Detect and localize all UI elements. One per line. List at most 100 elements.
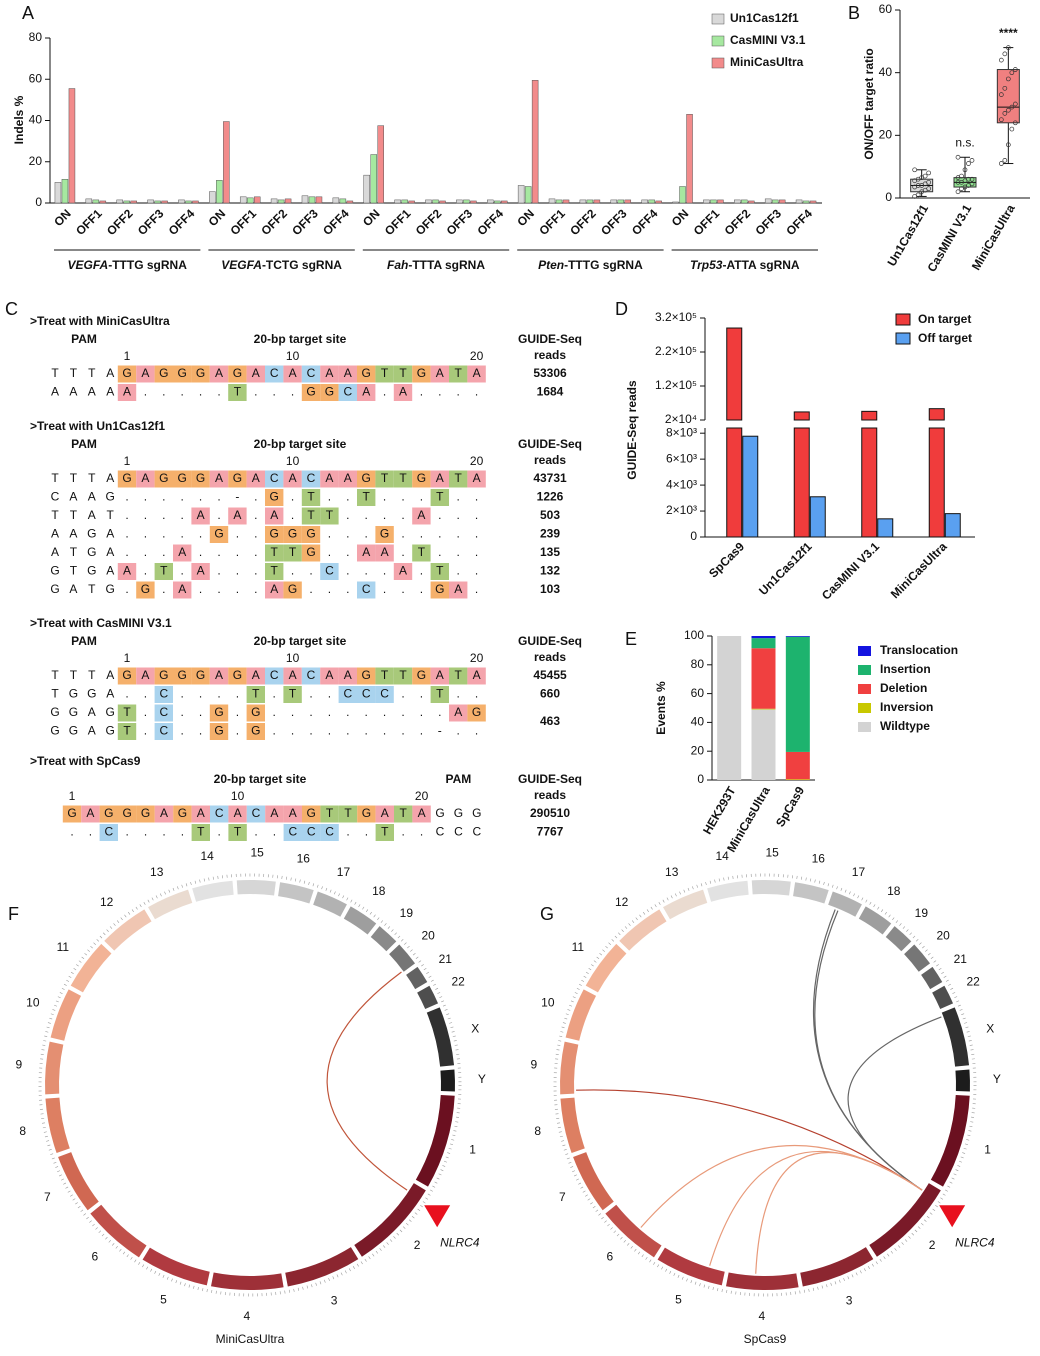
base-box bbox=[117, 563, 137, 580]
target-base: . bbox=[328, 545, 331, 559]
bar bbox=[501, 200, 508, 204]
reads-value: 239 bbox=[540, 527, 560, 541]
target-base: . bbox=[181, 705, 184, 719]
point bbox=[1002, 111, 1008, 116]
target-base: . bbox=[309, 582, 312, 596]
bar-upper bbox=[861, 410, 878, 421]
target-base: . bbox=[475, 490, 478, 504]
target-base: G bbox=[251, 705, 260, 719]
pam-base: G bbox=[106, 490, 115, 504]
bar bbox=[315, 196, 323, 204]
chromosome-arc bbox=[560, 1041, 579, 1095]
target-base: . bbox=[273, 687, 276, 701]
bar bbox=[470, 200, 477, 204]
base-box bbox=[209, 723, 229, 740]
base-box bbox=[467, 704, 486, 722]
base-box bbox=[209, 470, 229, 488]
chromosome-arc bbox=[932, 985, 954, 1009]
legend-label: MiniCasUltra bbox=[730, 55, 804, 69]
position-number: 1 bbox=[124, 651, 131, 665]
pam-base: G bbox=[50, 564, 59, 578]
target-base: T bbox=[363, 490, 371, 504]
chromosome-arc bbox=[751, 880, 791, 896]
base-box bbox=[118, 805, 137, 823]
target-base: . bbox=[236, 582, 239, 596]
pam-base: A bbox=[69, 582, 77, 596]
bar bbox=[301, 195, 309, 204]
panel-label: D bbox=[615, 299, 628, 319]
chromosome-arc bbox=[426, 1007, 455, 1067]
base-box bbox=[173, 544, 192, 562]
bar bbox=[655, 200, 662, 204]
target-base: . bbox=[328, 527, 331, 541]
target-base: . bbox=[383, 724, 386, 738]
target-base: . bbox=[346, 825, 349, 839]
target-base: . bbox=[383, 508, 386, 522]
chromosome-arc bbox=[921, 966, 943, 990]
target-base: . bbox=[70, 825, 73, 839]
target-base: T bbox=[455, 668, 463, 682]
target-base: C bbox=[307, 471, 316, 485]
chromosome-arc bbox=[354, 1183, 426, 1257]
bar bbox=[795, 199, 803, 204]
base-box bbox=[301, 489, 321, 506]
position-number: 1 bbox=[69, 789, 76, 803]
target-base: . bbox=[162, 508, 165, 522]
point bbox=[915, 192, 921, 198]
position-number: 1 bbox=[124, 349, 131, 363]
target-base: A bbox=[86, 806, 94, 820]
chromosome-label: 6 bbox=[606, 1250, 613, 1264]
pam-base: A bbox=[106, 366, 114, 380]
site-label: 20-bp target site bbox=[214, 772, 307, 786]
y-tick-label: 40 bbox=[29, 113, 43, 127]
target-base: T bbox=[289, 545, 297, 559]
chromosome-arc bbox=[148, 889, 193, 920]
base-box bbox=[210, 805, 229, 823]
base-box bbox=[173, 470, 192, 488]
pam-base: A bbox=[88, 705, 96, 719]
circos-title: SpCas9 bbox=[744, 1332, 787, 1346]
pam-base: G bbox=[87, 564, 96, 578]
bar bbox=[185, 200, 192, 204]
reads-header: reads bbox=[534, 348, 566, 362]
base-box bbox=[301, 667, 321, 685]
legend-swatch bbox=[711, 35, 725, 47]
reads-value: 103 bbox=[540, 582, 560, 596]
base-box bbox=[191, 805, 210, 823]
base-box bbox=[412, 805, 431, 823]
bar bbox=[487, 199, 494, 204]
target-base: . bbox=[199, 724, 202, 738]
base-box bbox=[173, 805, 192, 823]
pam-label: PAM bbox=[446, 772, 472, 786]
x-tick-label: OFF2 bbox=[722, 206, 754, 238]
legend-label: Translocation bbox=[880, 643, 958, 657]
chromosome-arc bbox=[869, 1183, 941, 1257]
target-base: . bbox=[475, 564, 478, 578]
target-base: . bbox=[217, 582, 220, 596]
target-base: . bbox=[236, 564, 239, 578]
point bbox=[962, 167, 968, 173]
base-box bbox=[265, 563, 284, 580]
target-base: G bbox=[122, 668, 131, 682]
base-box bbox=[117, 704, 137, 722]
chromosome-arc bbox=[585, 943, 627, 993]
point bbox=[912, 167, 918, 173]
target-base: C bbox=[325, 825, 334, 839]
bar bbox=[548, 198, 556, 204]
pam-base: T bbox=[51, 687, 59, 701]
bar-upper bbox=[928, 408, 945, 421]
base-box bbox=[283, 365, 302, 383]
chromosome-arc bbox=[50, 989, 82, 1041]
y-tick-label: 0 bbox=[885, 190, 892, 204]
x-tick-label: OFF1 bbox=[536, 206, 568, 238]
target-base: . bbox=[217, 545, 220, 559]
base-box bbox=[467, 365, 486, 383]
target-base: . bbox=[365, 724, 368, 738]
panel-label: A bbox=[22, 3, 34, 23]
chromosome-arc bbox=[792, 882, 829, 904]
pam-base: T bbox=[51, 471, 59, 485]
y-tick-label: 2.2×10⁵ bbox=[655, 344, 697, 358]
target-base: G bbox=[122, 366, 131, 380]
pam-base: G bbox=[87, 687, 96, 701]
base-box bbox=[228, 507, 247, 525]
